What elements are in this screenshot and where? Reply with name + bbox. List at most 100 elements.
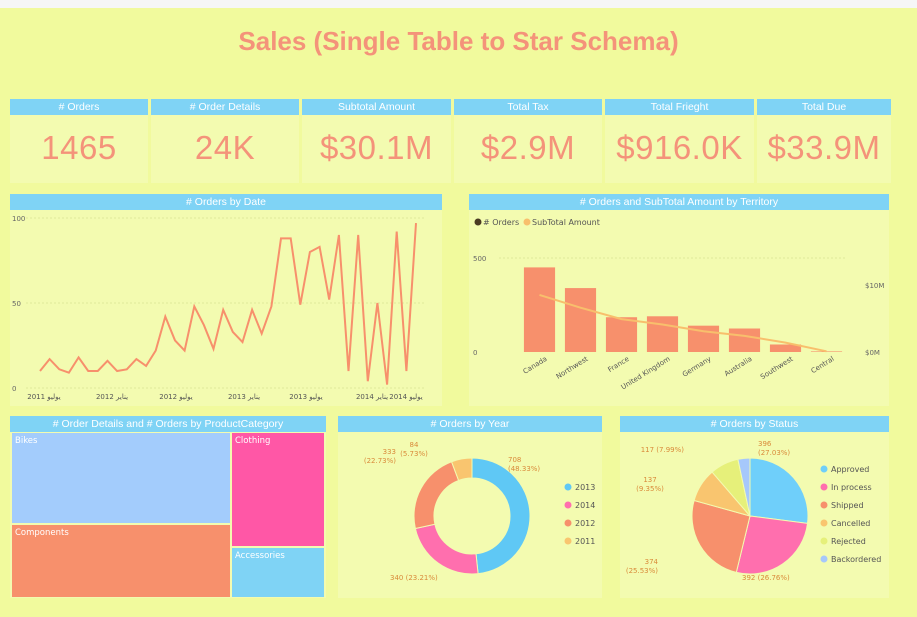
legend-label-subtotal: SubTotal Amount — [532, 218, 600, 227]
legend-marker — [820, 519, 828, 527]
treemap-tile-label: Components — [15, 528, 69, 538]
bar — [564, 288, 597, 352]
kpi-card[interactable]: Total Tax $2.9M — [454, 99, 602, 183]
kpi-card[interactable]: # Orders 1465 — [10, 99, 148, 183]
orders-by-year-panel[interactable]: # Orders by Year 708 (48.33%) 340 (23.21%)… — [338, 416, 602, 598]
legend-label: 2012 — [575, 519, 595, 528]
x-tick-label: 2013 يوليو — [289, 393, 323, 401]
x-tick-label: Germany — [681, 355, 713, 379]
bar — [605, 317, 638, 352]
kpi-value: $30.1M — [319, 129, 434, 166]
y-tick-label: 50 — [12, 300, 21, 308]
x-tick-label: 2011 يوليو — [27, 393, 61, 401]
bar — [523, 267, 556, 352]
kpi-label: Total Due — [757, 99, 891, 115]
product-category-treemap: Bikes Components Clothing Accessories — [11, 432, 325, 598]
data-label: 708 (48.33%) — [508, 456, 540, 473]
legend-marker-subtotal — [523, 218, 531, 226]
orders-by-status-panel[interactable]: # Orders by Status 396 (27.03%) 392 (26.76… — [620, 416, 889, 598]
treemap-tile-label: Accessories — [235, 551, 285, 561]
bar — [646, 316, 679, 352]
data-label: 117 (7.99%) — [641, 446, 685, 454]
data-label: 396 (27.03%) — [758, 440, 790, 457]
legend-label: 2014 — [575, 501, 595, 510]
x-tick-label: 2014 يناير — [356, 393, 388, 401]
kpi-label: Total Frieght — [605, 99, 754, 115]
legend-label-orders: # Orders — [483, 218, 519, 227]
x-tick-label: Southwest — [759, 355, 795, 381]
x-tick-label: 2014 يوليو — [389, 393, 423, 401]
orders-by-date-header: # Orders by Date — [10, 194, 442, 210]
data-label: 374 (25.53%) — [626, 558, 659, 575]
legend-label: Backordered — [831, 555, 881, 564]
legend-marker-orders — [474, 218, 482, 226]
bar — [728, 328, 761, 352]
orders-by-year-header: # Orders by Year — [338, 416, 602, 432]
kpi-value: $916.0K — [616, 129, 743, 166]
kpi-value: $33.9M — [767, 129, 881, 166]
kpi-label: Total Tax — [454, 99, 602, 115]
orders-by-date-panel[interactable]: # Orders by Date 0 50 100 2011 يوليو 2012 ين… — [10, 194, 442, 406]
x-tick-label: 2012 يوليو — [159, 393, 193, 401]
kpi-value: 24K — [194, 129, 256, 166]
y2-tick-label: $0M — [865, 349, 880, 357]
treemap-tile[interactable]: Components — [11, 524, 231, 598]
kpi-card[interactable]: Total Frieght $916.0K — [605, 99, 754, 183]
kpi-label: # Order Details — [151, 99, 299, 115]
data-label: 84 (5.73%) — [400, 441, 428, 458]
treemap-tile[interactable]: Clothing — [231, 432, 325, 547]
pie-slice — [735, 515, 809, 575]
legend-marker — [564, 501, 572, 509]
x-tick-label: Canada — [522, 355, 549, 376]
y-tick-label: 0 — [473, 349, 477, 357]
data-label: 137 (9.35%) — [636, 476, 664, 493]
bar — [769, 344, 802, 352]
pie-slice — [450, 457, 473, 482]
orders-by-status-header: # Orders by Status — [620, 416, 889, 432]
x-tick-label: France — [607, 355, 631, 374]
territory-chart: # Orders SubTotal Amount 0 500 $0M $10M Canada… — [473, 218, 884, 391]
legend-marker — [564, 519, 572, 527]
pie-slice — [414, 523, 479, 575]
kpi-value: 1465 — [41, 129, 117, 166]
kpi-card[interactable]: # Order Details 24K — [151, 99, 299, 183]
orders-by-year-chart: 708 (48.33%) 340 (23.21%) 333 (22.73%)84 (5.7… — [364, 441, 596, 582]
legend-marker — [564, 537, 572, 545]
treemap-tile[interactable]: Accessories — [231, 547, 325, 598]
legend-marker — [564, 483, 572, 491]
territory-header: # Orders and SubTotal Amount by Territor… — [469, 194, 889, 210]
data-label: 333 (22.73%) — [364, 448, 396, 465]
y-tick-label: 0 — [12, 385, 16, 393]
pie-slice — [471, 457, 531, 575]
data-label: 392 (26.76%) — [742, 574, 790, 582]
pie-slice — [691, 499, 751, 573]
subtotal-line — [539, 293, 827, 353]
legend-marker — [820, 537, 828, 545]
kpi-card[interactable]: Subtotal Amount $30.1M — [302, 99, 451, 183]
x-tick-label: 2013 يناير — [228, 393, 260, 401]
x-tick-label: Australia — [723, 355, 754, 378]
kpi-label: Subtotal Amount — [302, 99, 451, 115]
treemap-tile-label: Bikes — [15, 436, 38, 446]
pie-slice — [413, 461, 460, 530]
y-tick-label: 500 — [473, 255, 486, 263]
legend-marker — [820, 465, 828, 473]
y2-tick-label: $10M — [865, 282, 884, 290]
kpi-label: # Orders — [10, 99, 148, 115]
product-category-header: # Order Details and # Orders by ProductC… — [10, 416, 326, 432]
product-category-panel[interactable]: # Order Details and # Orders by ProductC… — [10, 416, 326, 598]
page-title: Sales (Single Table to Star Schema) — [238, 26, 679, 56]
kpi-value: $2.9M — [480, 129, 576, 166]
legend-marker — [820, 501, 828, 509]
treemap-tile[interactable]: Bikes — [11, 432, 231, 524]
kpi-card[interactable]: Total Due $33.9M — [757, 99, 891, 183]
legend-label: In process — [831, 483, 872, 492]
orders-line — [39, 223, 417, 385]
x-tick-label: Central — [810, 355, 836, 375]
territory-panel[interactable]: # Orders and SubTotal Amount by Territor… — [469, 194, 889, 406]
legend-label: Shipped — [831, 501, 864, 510]
legend-label: Cancelled — [831, 519, 870, 528]
orders-by-date-chart: 0 50 100 2011 يوليو 2012 يناير 2012 يوليو 2013… — [12, 215, 424, 401]
pie-slice — [737, 457, 751, 517]
